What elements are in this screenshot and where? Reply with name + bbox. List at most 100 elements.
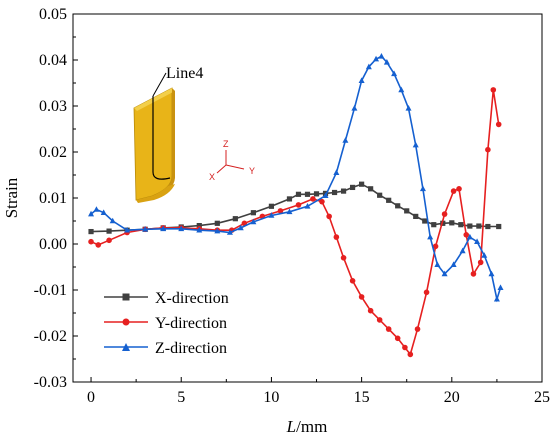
data-point: [383, 59, 390, 65]
data-point: [378, 53, 385, 59]
data-point: [226, 229, 233, 235]
data-point: [93, 206, 100, 212]
coordinate-triad: Z X Y: [209, 139, 255, 182]
data-point: [496, 223, 502, 230]
part-right-face: [152, 88, 175, 198]
plot-marks: [88, 53, 504, 358]
series-x-direction: [88, 181, 502, 235]
legend-marker-z: [122, 343, 130, 351]
legend-item-x: X-direction: [104, 290, 229, 307]
data-point: [310, 196, 316, 202]
y-tick-label: -0.02: [34, 328, 67, 345]
y-tick-label: 0.03: [39, 98, 67, 115]
data-point: [470, 271, 477, 277]
data-point: [237, 224, 244, 231]
data-point: [497, 284, 504, 290]
axis-ticks: 0 5 10 15 20 25 -0.03 -0.02 -0.01 0.00 0.01 0.02 0.0…: [34, 6, 550, 406]
data-point: [431, 222, 437, 228]
data-point: [412, 141, 419, 148]
data-point: [459, 247, 466, 254]
data-point: [485, 223, 491, 230]
data-point: [349, 184, 356, 191]
data-point: [365, 63, 372, 70]
data-point: [349, 278, 356, 284]
data-point: [377, 192, 383, 198]
data-point: [441, 270, 448, 277]
data-point: [467, 223, 473, 229]
data-point: [414, 326, 421, 332]
data-point: [124, 226, 131, 233]
data-point: [250, 218, 257, 225]
data-point: [490, 87, 497, 93]
data-point: [402, 344, 408, 351]
data-point: [331, 189, 338, 196]
line4-leader: [152, 72, 167, 97]
y-tick-label: 0.01: [39, 190, 67, 207]
data-point: [423, 289, 430, 296]
x-tick-label: 10: [263, 389, 279, 406]
data-point: [100, 209, 107, 216]
x-axis-label-symbol: L: [286, 417, 296, 436]
triad-y-label: Y: [249, 166, 255, 176]
series-y-direction: [88, 87, 502, 358]
data-point: [466, 233, 473, 240]
data-point: [391, 70, 398, 77]
data-point: [373, 55, 380, 62]
data-point: [351, 105, 358, 111]
legend-marker-y: [122, 318, 130, 326]
data-point: [333, 169, 340, 175]
data-point: [456, 186, 462, 192]
data-point: [395, 203, 401, 209]
data-point: [106, 228, 112, 234]
data-point: [358, 77, 365, 83]
data-point: [214, 220, 220, 226]
x-tick-label: 20: [444, 389, 460, 406]
data-point: [88, 238, 94, 245]
data-point: [449, 220, 455, 226]
data-point: [422, 218, 428, 224]
data-point: [407, 351, 414, 358]
data-point: [413, 213, 419, 219]
data-point: [359, 181, 365, 187]
legend-item-y: Y-direction: [104, 315, 227, 332]
data-point: [485, 146, 491, 153]
triad-z-label: Z: [223, 139, 229, 149]
data-point: [214, 227, 221, 234]
data-point: [386, 197, 392, 203]
data-point: [313, 191, 320, 197]
data-point: [488, 270, 495, 277]
data-point: [441, 211, 448, 217]
data-point: [142, 225, 149, 232]
data-point: [295, 191, 302, 197]
data-point: [476, 223, 482, 229]
data-point: [493, 295, 500, 302]
triad-x-axis: [216, 164, 227, 174]
data-point: [319, 198, 325, 205]
data-point: [333, 234, 340, 240]
y-tick-label: 0.00: [39, 236, 67, 253]
data-point: [322, 192, 329, 198]
data-point: [326, 213, 332, 220]
data-point: [368, 186, 374, 192]
data-point: [340, 254, 347, 261]
data-point: [196, 223, 202, 229]
x-tick-label: 25: [534, 389, 550, 406]
data-point: [427, 233, 434, 240]
data-point: [450, 261, 457, 267]
x-tick-label: 15: [354, 389, 370, 406]
data-point: [304, 191, 311, 197]
data-point: [196, 226, 203, 233]
data-point: [463, 232, 470, 238]
data-point: [277, 208, 284, 214]
data-point: [250, 210, 256, 216]
data-point: [295, 202, 302, 208]
data-point: [434, 261, 441, 267]
data-point: [385, 326, 392, 332]
y-tick-label: 0.05: [39, 6, 67, 23]
legend-label-y: Y-direction: [155, 315, 227, 332]
data-point: [106, 237, 112, 244]
x-tick-label: 5: [177, 389, 185, 406]
legend-label-x: X-direction: [155, 290, 229, 307]
data-point: [432, 243, 439, 250]
